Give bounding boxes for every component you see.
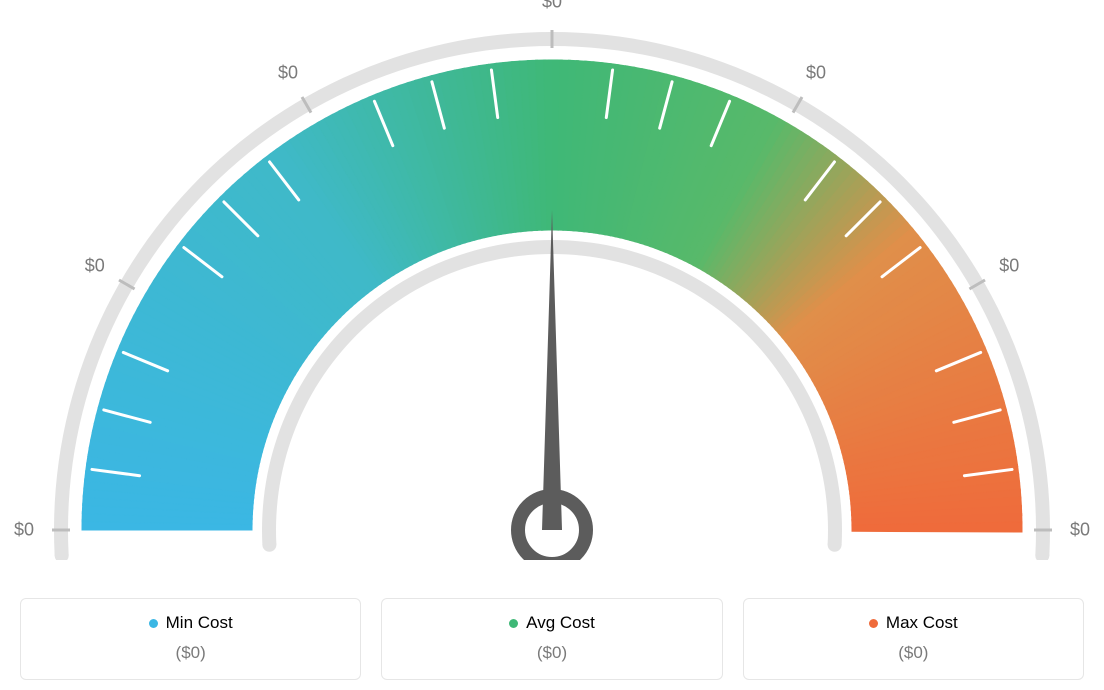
legend-dot-max (869, 619, 878, 628)
gauge-needle (542, 210, 562, 530)
gauge-tick-label: $0 (85, 256, 105, 277)
legend-dot-avg (509, 619, 518, 628)
gauge-tick-label: $0 (542, 0, 562, 13)
legend-card-max: Max Cost ($0) (743, 598, 1084, 680)
gauge-chart: $0 $0 $0 $0 $0 $0 $0 (0, 0, 1104, 560)
legend-card-avg: Avg Cost ($0) (381, 598, 722, 680)
gauge-tick-label: $0 (806, 62, 826, 83)
legend-label-min: Min Cost (166, 613, 233, 633)
legend-label-max: Max Cost (886, 613, 958, 633)
gauge-svg (0, 0, 1104, 560)
legend: Min Cost ($0) Avg Cost ($0) Max Cost ($0… (20, 598, 1084, 680)
gauge-tick-label: $0 (1070, 520, 1090, 541)
legend-card-min: Min Cost ($0) (20, 598, 361, 680)
gauge-tick-label: $0 (14, 520, 34, 541)
gauge-tick-label: $0 (278, 62, 298, 83)
legend-value-avg: ($0) (392, 643, 711, 663)
legend-dot-min (149, 619, 158, 628)
legend-value-max: ($0) (754, 643, 1073, 663)
legend-label-avg: Avg Cost (526, 613, 595, 633)
gauge-tick-label: $0 (999, 256, 1019, 277)
legend-value-min: ($0) (31, 643, 350, 663)
